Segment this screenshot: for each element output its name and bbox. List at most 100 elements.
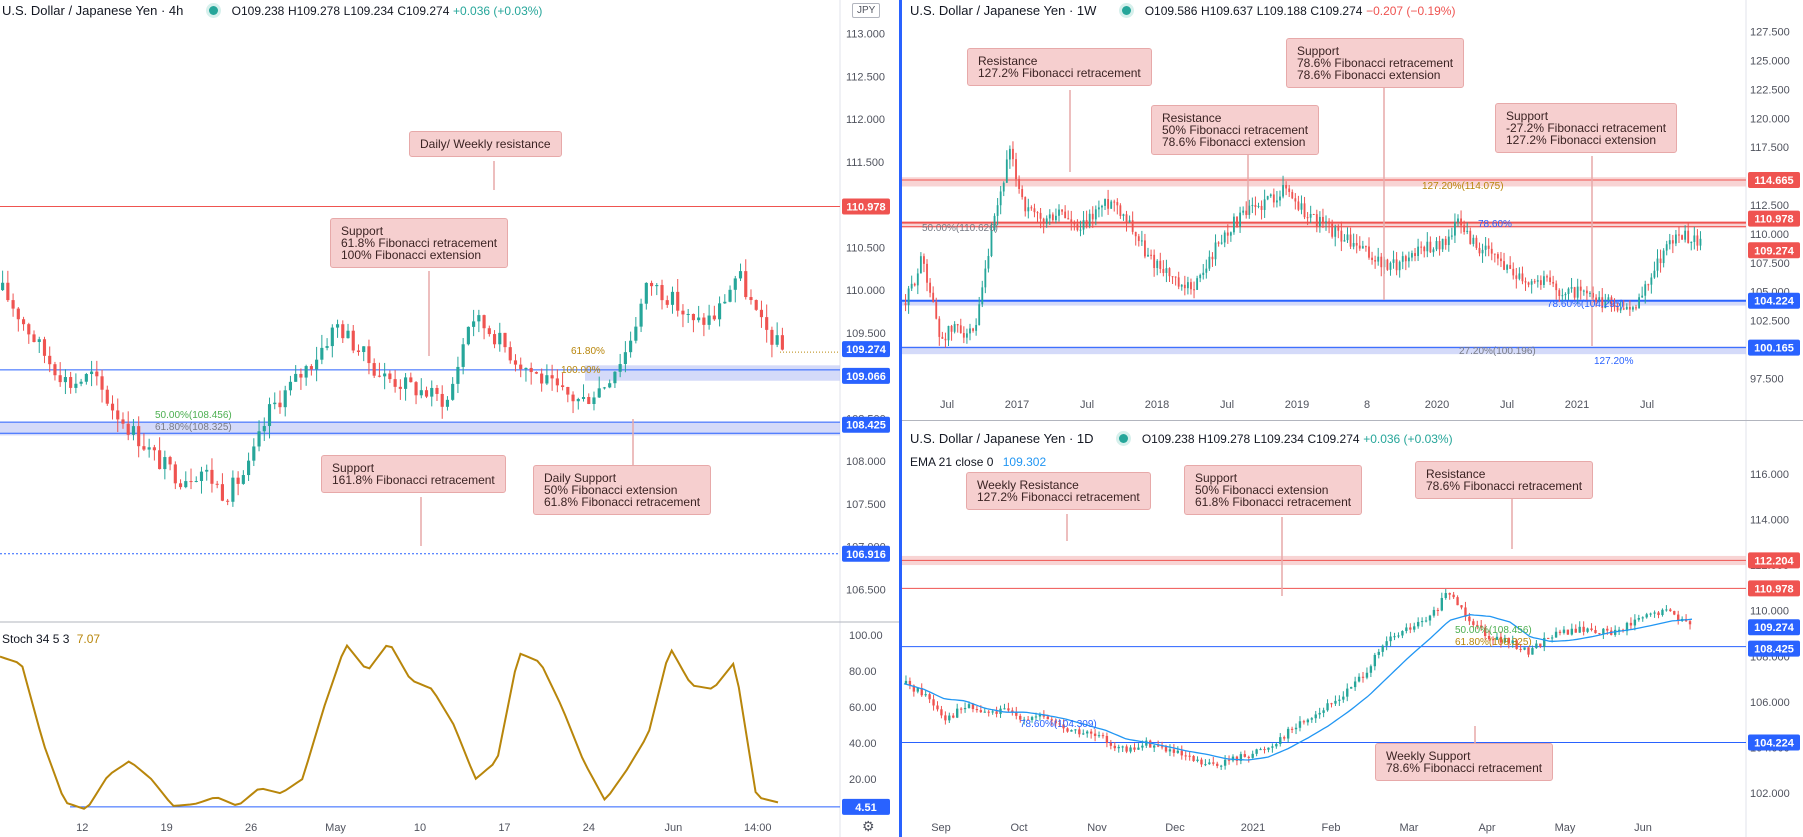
candle-body bbox=[965, 333, 968, 338]
candle-body bbox=[1202, 272, 1205, 275]
candle-body bbox=[1286, 728, 1290, 739]
pane-divider-horizontal[interactable] bbox=[902, 420, 1803, 421]
price-tag-label: 110.978 bbox=[846, 201, 885, 213]
price-tag-bg bbox=[842, 416, 890, 433]
fib-level-label: 61.80%(108.325) bbox=[155, 422, 232, 433]
candle-body bbox=[1133, 747, 1136, 750]
x-axis-tick-label: 26 bbox=[245, 822, 257, 834]
x-axis-tick-label: Apr bbox=[1478, 822, 1495, 834]
candle-body bbox=[1061, 209, 1063, 212]
candle-body bbox=[975, 325, 978, 331]
candle-body bbox=[1638, 297, 1641, 309]
candle-body bbox=[691, 313, 695, 321]
candle-body bbox=[984, 268, 987, 288]
candle-body bbox=[1506, 265, 1509, 270]
y-axis-tick-label: 125.000 bbox=[1750, 55, 1790, 67]
chart-pane-1d[interactable]: 116.000114.000112.000110.000108.000106.0… bbox=[902, 421, 1803, 837]
candle-body bbox=[1432, 249, 1435, 253]
candle-body bbox=[613, 371, 617, 384]
candle-body bbox=[199, 471, 204, 481]
candle-body bbox=[178, 483, 183, 488]
candle-body bbox=[1267, 747, 1270, 750]
candle-body bbox=[660, 285, 664, 301]
candle-body bbox=[1196, 759, 1199, 762]
candle-body bbox=[935, 302, 938, 319]
candle-body bbox=[1441, 238, 1444, 250]
candle-body bbox=[445, 399, 450, 407]
candle-body bbox=[1147, 254, 1149, 257]
chart-pane-1w[interactable]: 127.500125.000122.500120.000117.500115.0… bbox=[902, 0, 1803, 420]
candle-body bbox=[1145, 740, 1148, 746]
candle-body bbox=[1251, 753, 1254, 758]
candle-body bbox=[1156, 260, 1159, 269]
stoch-label: Stoch 34 5 3 bbox=[2, 632, 70, 646]
price-tag-bg bbox=[842, 198, 890, 215]
candle-body bbox=[346, 330, 350, 339]
candle-body bbox=[978, 304, 981, 326]
pane-divider-vertical[interactable] bbox=[899, 0, 902, 837]
candle-body bbox=[1220, 242, 1223, 244]
candle-body bbox=[1326, 703, 1329, 711]
candle-body bbox=[1093, 733, 1097, 736]
candle-body bbox=[1172, 749, 1176, 753]
candle-body bbox=[1239, 212, 1242, 227]
stoch-line bbox=[0, 643, 779, 810]
candle-body bbox=[1110, 201, 1113, 209]
candle-body bbox=[1177, 277, 1180, 287]
price-tag-bg bbox=[842, 798, 890, 815]
candle-body bbox=[1113, 745, 1116, 749]
candle-body bbox=[1428, 615, 1432, 621]
ohlc-low: L109.234 bbox=[1253, 432, 1304, 446]
candle-body bbox=[1058, 209, 1060, 216]
candle-body bbox=[948, 715, 951, 721]
candle-body bbox=[1476, 624, 1479, 626]
chart-1d-canvas[interactable]: 116.000114.000112.000110.000108.000106.0… bbox=[902, 421, 1803, 837]
candle-body bbox=[163, 457, 167, 470]
candle-body bbox=[963, 707, 967, 710]
candle-body bbox=[1649, 613, 1652, 615]
candle-body bbox=[1190, 282, 1192, 290]
price-tag-label: 110.978 bbox=[1754, 214, 1793, 226]
chart-4h-canvas[interactable]: 113.000112.500112.000111.500111.000110.5… bbox=[0, 0, 899, 837]
settings-gear-icon[interactable]: ⚙ bbox=[862, 818, 875, 834]
y-axis-tick-label: 116.000 bbox=[1750, 469, 1789, 481]
candle-body bbox=[529, 367, 533, 373]
candle-body bbox=[1628, 306, 1631, 310]
candle-body bbox=[1322, 216, 1324, 222]
candle-body bbox=[592, 397, 596, 405]
candle-body bbox=[1456, 597, 1459, 606]
daily-support-note: Daily Support 50% Fibonacci extension 61… bbox=[533, 465, 712, 515]
candle-body bbox=[1535, 643, 1538, 649]
candle-body bbox=[1314, 714, 1317, 719]
support-zone bbox=[902, 299, 1746, 306]
candle-body bbox=[1637, 618, 1640, 620]
candle-body bbox=[435, 387, 439, 394]
candle-body bbox=[1137, 747, 1140, 750]
candle-body bbox=[147, 447, 151, 450]
candle-body bbox=[1330, 703, 1333, 705]
price-tag-bg bbox=[1748, 580, 1800, 597]
candle-body bbox=[1377, 651, 1380, 655]
market-open-dot-icon bbox=[209, 6, 219, 16]
chart-pane-4h[interactable]: 113.000112.500112.000111.500111.000110.5… bbox=[0, 0, 899, 837]
candle-body bbox=[686, 313, 690, 315]
candle-body bbox=[524, 367, 528, 370]
candle-body bbox=[1226, 232, 1229, 236]
candle-body bbox=[1349, 234, 1352, 247]
candle-body bbox=[1619, 308, 1622, 311]
fib-level-label: 127.20% bbox=[1594, 356, 1634, 367]
candle-body bbox=[1674, 234, 1677, 244]
candle-body bbox=[1586, 628, 1589, 632]
candle-body bbox=[21, 319, 26, 325]
candle-body bbox=[299, 373, 303, 378]
candle-body bbox=[1570, 628, 1574, 635]
candle-body bbox=[27, 324, 31, 335]
candle-body bbox=[1334, 700, 1337, 704]
x-axis-tick-label: 8 bbox=[1364, 399, 1370, 411]
currency-button[interactable]: JPY bbox=[852, 3, 881, 18]
x-axis-tick-label: 19 bbox=[161, 822, 173, 834]
chart-1w-canvas[interactable]: 127.500125.000122.500120.000117.500115.0… bbox=[902, 0, 1803, 420]
candle-body bbox=[341, 324, 345, 339]
support-272-note: Support -27.2% Fibonacci retracement 127… bbox=[1495, 103, 1678, 153]
ohlc-change: +0.036 (+0.03%) bbox=[453, 4, 543, 18]
